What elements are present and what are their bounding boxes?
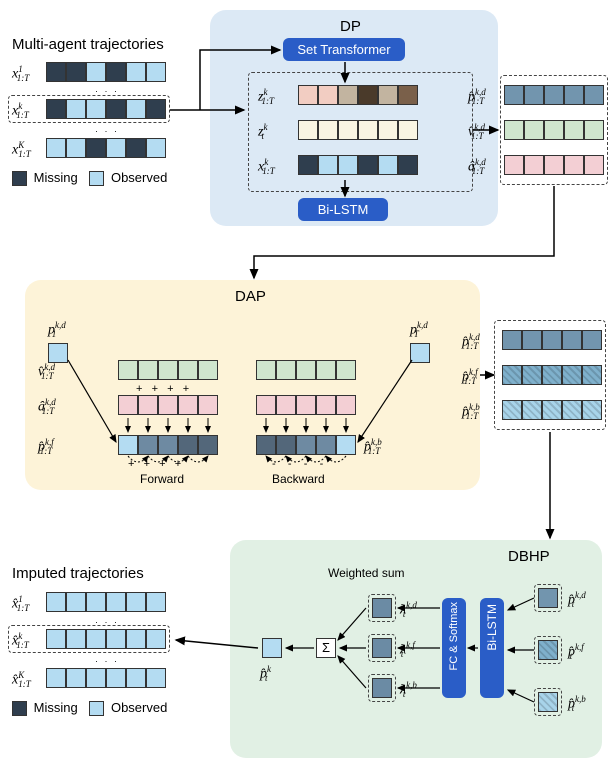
out-legend-missing-label: Missing [34, 700, 78, 715]
input-title: Multi-agent trajectories [12, 36, 164, 53]
lambda-f-label: λk,ft [400, 640, 403, 659]
lambda-d-label: λk,dt [400, 600, 405, 619]
set-transformer-label: Set Transformer [297, 42, 390, 57]
dp-bilstm-block: Bi-LSTM [298, 198, 388, 221]
output-legend: Missing Observed [12, 700, 167, 716]
dap-v-label: v̂k,d1:T [38, 362, 53, 381]
dp-out-a: âk,d1:T [504, 155, 604, 175]
out-x1-label: x̂11:T [12, 594, 29, 613]
dap-out-pd: p̂k,d1:T [502, 330, 602, 350]
dp-bilstm-label: Bi-LSTM [318, 202, 369, 217]
out-vdots: · · · [95, 617, 119, 627]
sigma: Σ [316, 638, 336, 658]
out-legend-observed-label: Observed [111, 700, 167, 715]
legend-missing-label: Missing [34, 170, 78, 185]
dap-p1-label: pk,d1 [48, 320, 68, 339]
dap-forward-label: Forward [140, 472, 184, 486]
dp-row-x: xk1:T [258, 155, 418, 175]
dap-backward-label: Backward [272, 472, 325, 486]
dap-out-pb-label: p̂k,b1:T [462, 402, 478, 421]
out-legend-observed-sw [89, 701, 104, 716]
dap-pb-row: p̂k,b1:T [256, 435, 356, 455]
out-xk-label: x̂k1:T [12, 631, 29, 650]
out-row-1: x̂11:T [12, 592, 166, 612]
lambda-b-cell [372, 678, 392, 698]
dbhp-fc-label: FC & Softmax [448, 602, 460, 670]
plus-fwd: + + + + [128, 458, 181, 470]
phat-label: p̂kt [260, 664, 268, 683]
lambda-d-cell [372, 598, 392, 618]
legend-missing-sw [12, 171, 27, 186]
dap-box [25, 280, 480, 490]
input-xK-label: xK1:T [12, 140, 31, 159]
dbhp-fc-softmax: FC & Softmax [442, 598, 466, 698]
dp-row-zt: zkt [258, 120, 418, 140]
dbhp-title: DBHP [508, 548, 550, 565]
dp-out-a-label: âk,d1:T [468, 157, 484, 176]
input-xk-label: xk1:T [12, 101, 29, 120]
dp-x-label: xk1:T [258, 157, 275, 176]
dap-pT-label: pk,dT [410, 320, 430, 339]
dp-title: DP [340, 18, 361, 35]
plus-v1: + + + + [136, 383, 189, 395]
lambda-b-label: λk,bt [400, 680, 405, 699]
dap-out-pd-label: p̂k,d1:T [462, 332, 478, 351]
dap-a-row: âk,d1:T [38, 395, 218, 415]
out-legend-missing-sw [12, 701, 27, 716]
lambda-f-cell [372, 638, 392, 658]
legend-observed-sw [89, 171, 104, 186]
input-x1-label: x11:T [12, 64, 29, 83]
dap-pT: pk,dT [410, 320, 430, 366]
minus-bwd: - - - - [272, 458, 323, 470]
weighted-sum-label: Weighted sum [328, 566, 404, 580]
input-vdots2: · · · [95, 126, 119, 136]
set-transformer-block: Set Transformer [283, 38, 405, 61]
dap-a-label: âk,d1:T [38, 397, 54, 416]
legend-observed-label: Observed [111, 170, 167, 185]
dp-out-p: p̂k,d1:T [504, 85, 604, 105]
dbhp-bilstm: Bi-LSTM [480, 598, 504, 698]
dap-out-pf: p̂k,f1:T [502, 365, 602, 385]
out-vdots2: · · · [95, 656, 119, 666]
phat-cell [262, 638, 282, 658]
input-legend: Missing Observed [12, 170, 167, 186]
dbhp-pb-cell [538, 692, 558, 712]
dbhp-pd-cell [538, 588, 558, 608]
dap-v-row: v̂k,d1:T [38, 360, 218, 380]
dap-pf-row: p̂k,f1:T [38, 435, 218, 455]
output-title: Imputed trajectories [12, 565, 144, 582]
dbhp-pd-label: p̂k,dt [568, 590, 574, 609]
dbhp-bilstm-label: Bi-LSTM [485, 604, 499, 651]
input-row-k: xk1:T [12, 99, 166, 119]
dap-pb-label: p̂k,b1:T [364, 437, 380, 456]
dap-out-pb: p̂k,b1:T [502, 400, 602, 420]
input-vdots: · · · [95, 86, 119, 96]
input-row-K: xK1:T [12, 138, 166, 158]
dp-zt-label: zkt [258, 122, 264, 141]
dap-title: DAP [235, 288, 266, 305]
dp-z1T-label: zk1:T [258, 87, 274, 106]
out-xK-label: x̂K1:T [12, 670, 31, 689]
dbhp-pf-label: p̂k,ft [568, 642, 572, 661]
out-row-k: x̂k1:T [12, 629, 166, 649]
dbhp-pb-label: p̂k,bt [568, 694, 574, 713]
dp-out-p-label: p̂k,d1:T [468, 87, 484, 106]
input-row-1: x11:T [12, 62, 166, 82]
out-row-K: x̂K1:T [12, 668, 166, 688]
dp-out-v: v̂k,d1:T [504, 120, 604, 140]
dap-out-pf-label: p̂k,f1:T [462, 367, 476, 386]
dap-pf-label: p̂k,f1:T [38, 437, 52, 456]
dp-row-z1T: zk1:T [258, 85, 418, 105]
dbhp-pf-cell [538, 640, 558, 660]
dp-out-v-label: v̂k,d1:T [468, 122, 483, 141]
